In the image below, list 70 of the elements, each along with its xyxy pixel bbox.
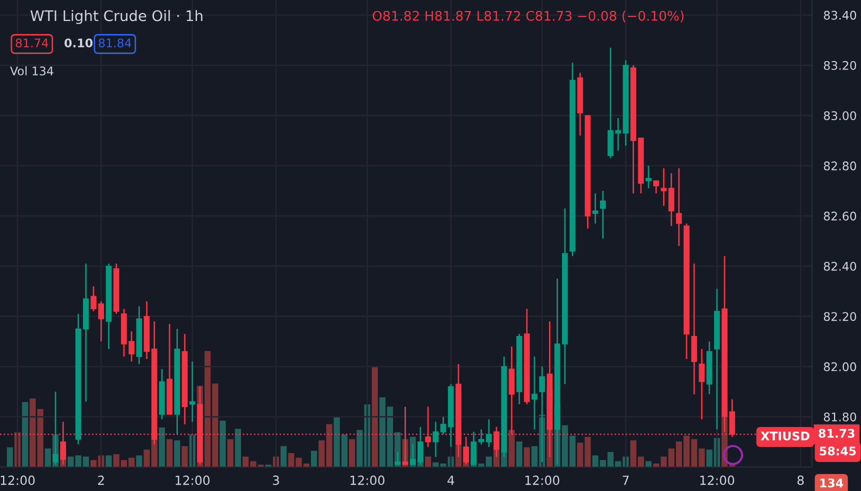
text: 58:45 [820, 446, 856, 456]
bar [30, 398, 36, 467]
candlestick [592, 192, 598, 224]
candlestick [698, 348, 705, 420]
candlestick [463, 436, 469, 466]
candlestick [676, 168, 682, 247]
ref-line-label: 81.73 [818, 428, 854, 438]
bar [68, 456, 74, 467]
annotation: 0.10 [64, 38, 93, 48]
candlestick [532, 356, 538, 430]
y-tick-label: 83.20 [824, 61, 856, 70]
x-tick-label: 12:00 [176, 476, 210, 486]
x-tick-label: 12:00 [0, 476, 35, 486]
annotation: 81.74 [16, 38, 48, 48]
bar [158, 428, 165, 467]
bar [106, 455, 112, 467]
bar [280, 446, 287, 467]
candlestick [646, 165, 652, 189]
bar [174, 440, 180, 467]
candlestick [600, 190, 606, 240]
candlestick [653, 180, 660, 194]
y-tick-label: 82.20 [824, 312, 856, 322]
x-tick-label: 4 [447, 476, 454, 485]
bar [166, 439, 173, 467]
bar [234, 428, 242, 467]
bar [516, 441, 522, 467]
bar [425, 456, 432, 467]
x-tick-label: 7 [622, 476, 629, 485]
y-tick-label: 83.40 [824, 10, 856, 20]
candlestick [52, 390, 58, 466]
y-tick-label: 81.80 [824, 412, 856, 422]
y-tick-label: 83.00 [824, 111, 856, 120]
annotation: Vol 134 [10, 66, 54, 76]
bar [37, 409, 44, 467]
bar [227, 439, 234, 467]
x-tick-label: 2 [98, 476, 104, 485]
bar [524, 447, 530, 467]
x-tick-label: 12:00 [700, 476, 734, 486]
candlestick [470, 431, 477, 466]
bar [508, 430, 515, 467]
candlestick [189, 360, 196, 422]
text: O81.82 H81.87 L81.72 C81.73 −0.08 (−0.10%) [372, 10, 684, 22]
y-tick-label: 82.80 [824, 161, 856, 170]
bar [348, 439, 356, 467]
candlestick [440, 416, 446, 436]
annotation: 81.84 [98, 38, 132, 48]
bar [220, 420, 226, 467]
y-tick-label: 82.00 [824, 362, 856, 372]
x-tick-label: 12:00 [350, 476, 384, 486]
text: WTI Light Crude Oil · 1h [30, 10, 202, 24]
x-tick-label: 3 [272, 476, 279, 486]
candlestick [486, 418, 492, 448]
bar [310, 450, 318, 467]
candlestick [432, 421, 439, 458]
candlestick [60, 421, 66, 466]
bar [372, 366, 378, 467]
y-tick-label: 82.60 [824, 212, 856, 221]
x-tick-label: 8 [797, 476, 804, 486]
annotation: XTIUSD [760, 431, 810, 440]
text: 134 [820, 478, 844, 488]
bar [6, 447, 13, 467]
bar [22, 402, 28, 467]
bar [182, 446, 188, 467]
bar [645, 461, 652, 467]
bar [136, 455, 142, 467]
x-tick-label: 12:00 [525, 476, 560, 486]
candlestick [668, 172, 674, 227]
bar [288, 453, 294, 467]
y-tick-label: 82.40 [824, 262, 856, 271]
candlestick [478, 428, 484, 446]
